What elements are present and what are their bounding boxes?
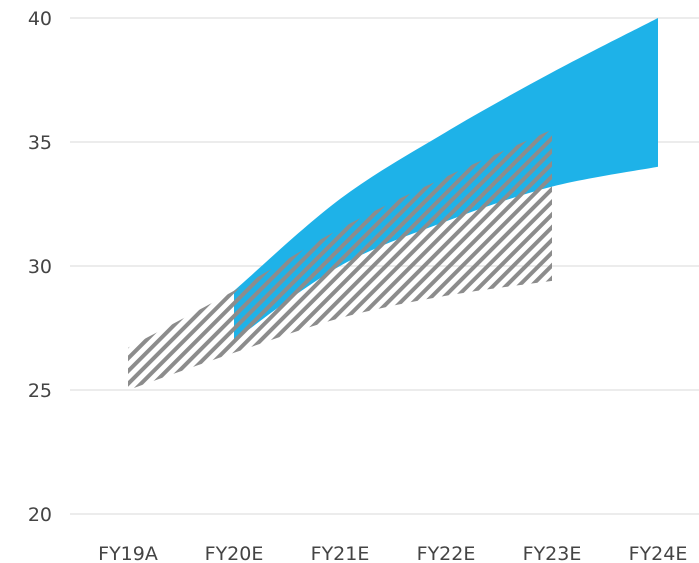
x-tick-label: FY20E [205, 543, 264, 563]
x-axis-ticks: FY19A FY20E FY21E FY22E FY23E FY24E [98, 543, 687, 563]
y-tick-label: 30 [28, 256, 52, 278]
hatched-range-band [128, 129, 552, 390]
x-tick-label: FY24E [629, 543, 688, 563]
y-tick-label: 40 [28, 8, 52, 30]
y-tick-label: 25 [28, 380, 52, 402]
y-tick-label: 20 [28, 504, 52, 526]
x-tick-label: FY23E [523, 543, 582, 563]
y-axis-ticks: 20 25 30 35 40 [28, 8, 52, 526]
y-tick-label: 35 [28, 132, 52, 154]
plot-area [128, 18, 658, 390]
x-tick-label: FY21E [311, 543, 370, 563]
x-tick-label: FY22E [417, 543, 476, 563]
x-tick-label: FY19A [98, 543, 158, 563]
